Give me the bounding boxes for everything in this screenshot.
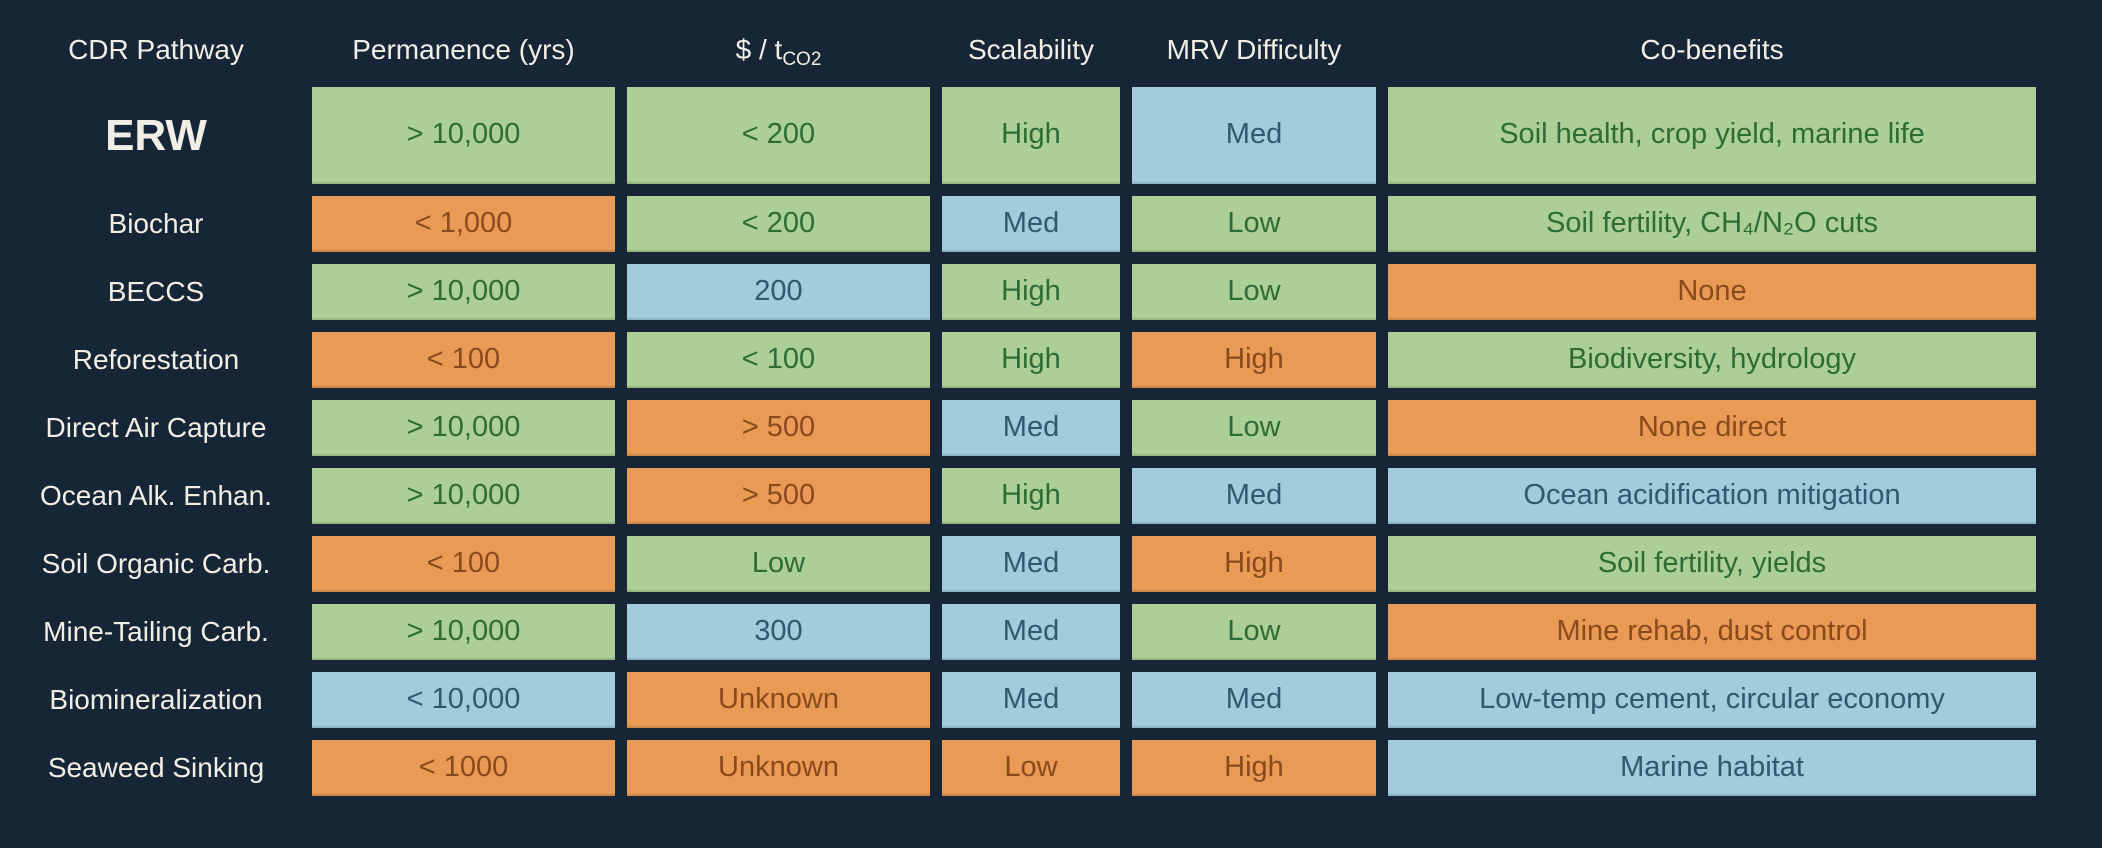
header-scalability: Scalability	[967, 34, 1095, 65]
cell-scalability: Med	[942, 196, 1120, 252]
header-cost: $ / tCO2	[627, 28, 930, 72]
header-pathway: CDR Pathway	[68, 34, 244, 65]
cell-mrv: Low	[1132, 604, 1376, 660]
cell-cobenefits: Biodiversity, hydrology	[1388, 332, 2036, 388]
header-cost-main: $ / t	[735, 34, 783, 65]
row-label: Seaweed Sinking	[47, 752, 265, 783]
cell-cobenefits: Mine rehab, dust control	[1388, 604, 2036, 660]
cell-cobenefits: None direct	[1388, 400, 2036, 456]
cell-scalability: High	[942, 264, 1120, 320]
cell-permanence: > 10,000	[312, 264, 615, 320]
cell-permanence: > 10,000	[312, 604, 615, 660]
cell-cobenefits: Ocean acidification mitigation	[1388, 468, 2036, 524]
header-cost-sub: CO2	[782, 49, 822, 70]
row-label: Reforestation	[72, 344, 240, 375]
row-label: Biochar	[108, 208, 204, 239]
cell-mrv: High	[1132, 536, 1376, 592]
cell-cost: 200	[627, 264, 930, 320]
header-permanence: Permanence (yrs)	[352, 34, 575, 65]
cell-mrv: Med	[1132, 87, 1376, 184]
cell-cost: < 200	[627, 196, 930, 252]
cell-permanence: < 1000	[312, 740, 615, 796]
cell-cobenefits: Low-temp cement, circular economy	[1388, 672, 2036, 728]
cell-mrv: High	[1132, 332, 1376, 388]
cell-scalability: Med	[942, 672, 1120, 728]
cell-permanence: > 10,000	[312, 468, 615, 524]
cell-mrv: Med	[1132, 672, 1376, 728]
row-label: Soil Organic Carb.	[41, 548, 271, 579]
cell-cobenefits: Soil fertility, CH₄/N₂O cuts	[1388, 196, 2036, 252]
cell-permanence: > 10,000	[312, 87, 615, 184]
cell-mrv: Low	[1132, 400, 1376, 456]
cell-permanence: > 10,000	[312, 400, 615, 456]
header-cobenefits: Co-benefits	[1640, 34, 1784, 65]
row-label: ERW	[105, 110, 207, 160]
header-mrv: MRV Difficulty	[1166, 34, 1342, 65]
cell-cost: < 100	[627, 332, 930, 388]
cell-scalability: Med	[942, 536, 1120, 592]
cell-cost: 300	[627, 604, 930, 660]
cell-scalability: High	[942, 468, 1120, 524]
row-label: Biomineralization	[49, 684, 263, 715]
cell-scalability: High	[942, 332, 1120, 388]
cell-cobenefits: None	[1388, 264, 2036, 320]
cell-mrv: Med	[1132, 468, 1376, 524]
cell-scalability: Med	[942, 400, 1120, 456]
row-label: BECCS	[107, 276, 205, 307]
cell-scalability: High	[942, 87, 1120, 184]
cell-scalability: Med	[942, 604, 1120, 660]
cell-permanence: < 100	[312, 332, 615, 388]
cell-cost: > 500	[627, 468, 930, 524]
row-label: Direct Air Capture	[45, 412, 267, 443]
cell-scalability: Low	[942, 740, 1120, 796]
cell-permanence: < 100	[312, 536, 615, 592]
cell-cobenefits: Soil health, crop yield, marine life	[1388, 87, 2036, 184]
row-label: Mine-Tailing Carb.	[43, 616, 269, 647]
row-label: Ocean Alk. Enhan.	[40, 480, 272, 511]
cell-permanence: < 10,000	[312, 672, 615, 728]
cell-cost: Unknown	[627, 740, 930, 796]
cell-cost: Unknown	[627, 672, 930, 728]
cell-cost: > 500	[627, 400, 930, 456]
cell-cost: < 200	[627, 87, 930, 184]
cell-mrv: Low	[1132, 264, 1376, 320]
cell-mrv: High	[1132, 740, 1376, 796]
cell-mrv: Low	[1132, 196, 1376, 252]
cell-permanence: < 1,000	[312, 196, 615, 252]
cell-cobenefits: Soil fertility, yields	[1388, 536, 2036, 592]
cell-cobenefits: Marine habitat	[1388, 740, 2036, 796]
cell-cost: Low	[627, 536, 930, 592]
